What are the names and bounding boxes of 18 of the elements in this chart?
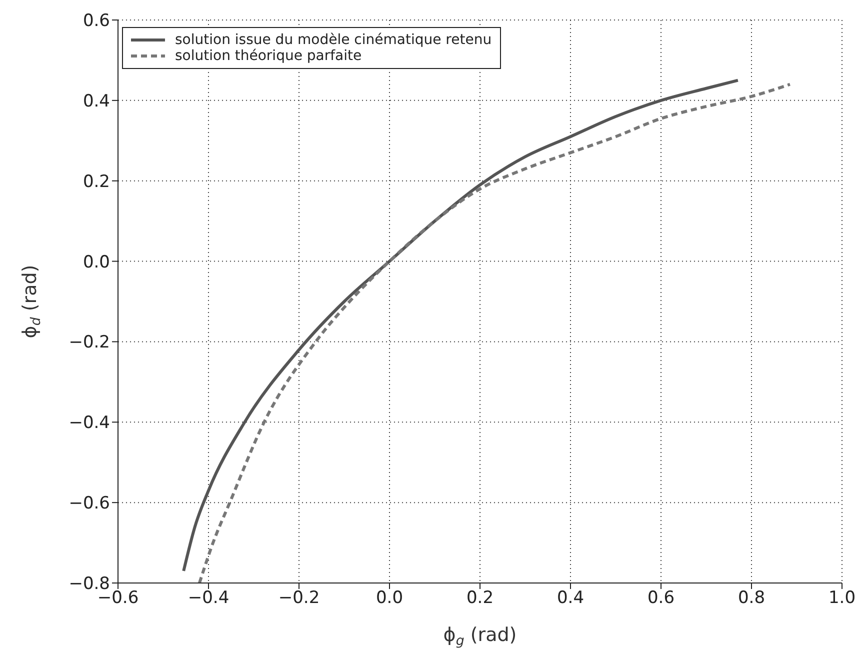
x-tick-label: 0.8 <box>738 588 766 608</box>
y-tick-label: −0.4 <box>68 413 110 434</box>
x-axis-title: ϕ$_{g}$ (rad) <box>443 624 517 649</box>
y-tick-label: −0.6 <box>68 494 110 514</box>
y-tick-label: 0.6 <box>82 11 110 32</box>
x-tick-label: 0.0 <box>376 588 404 608</box>
x-tick-label: 0.2 <box>466 588 494 608</box>
x-tick-label: 1.0 <box>828 588 856 608</box>
y-tick-label: 0.0 <box>82 252 110 272</box>
y-tick-label: 0.4 <box>82 91 110 112</box>
legend-label: solution issue du modèle cinématique retenu <box>175 32 492 48</box>
x-tick-label: 0.6 <box>647 588 675 608</box>
x-tick-label: −0.2 <box>278 588 320 608</box>
x-tick-label: 0.4 <box>556 588 584 608</box>
y-tick-label: −0.2 <box>68 332 110 353</box>
y-tick-label: 0.2 <box>82 172 110 192</box>
legend-label: solution théorique parfaite <box>175 48 362 64</box>
x-tick-label: −0.4 <box>188 588 230 608</box>
